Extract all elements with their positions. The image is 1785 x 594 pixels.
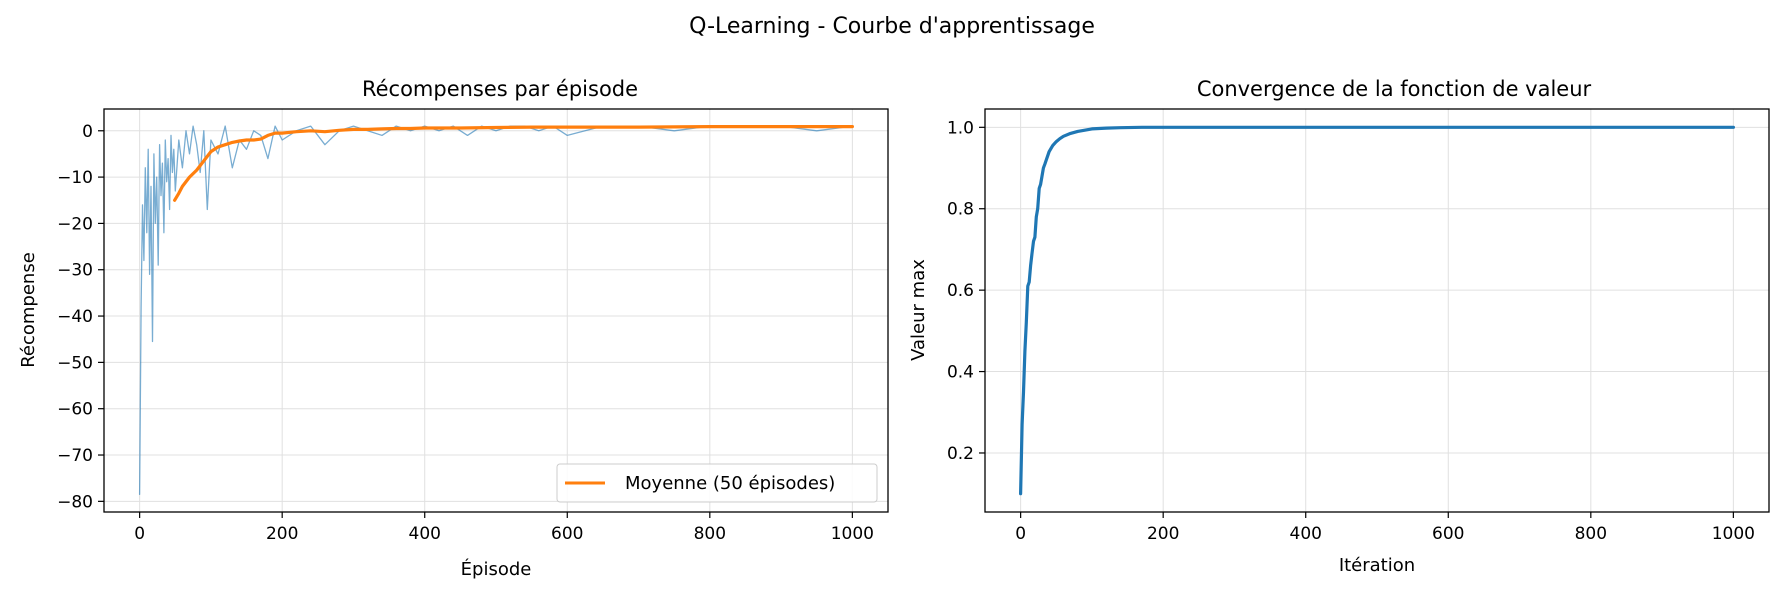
- rewards-plot-area: [138, 124, 855, 496]
- rewards-ytick-label: −30: [57, 261, 93, 281]
- rewards-ytick-label: −70: [57, 446, 93, 466]
- value-ytick-label: 0.6: [947, 281, 974, 301]
- legend-label-mean: Moyenne (50 épisodes): [625, 473, 835, 494]
- value-ytick-label: 0.4: [947, 363, 974, 383]
- rewards-y-axis-label: Récompense: [18, 252, 39, 368]
- rewards-ytick-label: −20: [57, 214, 93, 234]
- rewards-ytick-label: −10: [57, 168, 93, 188]
- value-xtick-label: 1000: [1712, 524, 1755, 544]
- value-series-value-line: [1018, 125, 1736, 496]
- rewards-xtick-label: 1000: [831, 524, 874, 544]
- value-xtick-label: 200: [1147, 524, 1179, 544]
- rewards-grid: [104, 109, 888, 512]
- rewards-x-axis-label: Épisode: [461, 558, 532, 580]
- rewards-ytick-label: 0: [82, 122, 93, 142]
- rewards-series-raw-line: [138, 125, 854, 496]
- value-xtick-label: 600: [1432, 524, 1464, 544]
- value-x-axis-label: Itération: [1339, 555, 1415, 576]
- rewards-series-mean-line: [173, 124, 855, 202]
- value-panel-title: Convergence de la fonction de valeur: [1197, 77, 1592, 101]
- rewards-ticks: 0 200 400 600 800 1000 0 −10 −20 −30 −40 −50 −60 −70 −…: [57, 122, 874, 544]
- value-axes-frame: [984, 108, 1770, 513]
- value-panel: Convergence de la fonction de valeur 0 20…: [908, 77, 1770, 576]
- rewards-xtick-label: 600: [551, 524, 583, 544]
- rewards-ytick-label: −60: [57, 400, 93, 420]
- rewards-xtick-label: 800: [694, 524, 726, 544]
- rewards-xtick-label: 200: [266, 524, 298, 544]
- rewards-xtick-label: 400: [409, 524, 441, 544]
- rewards-panel: Récompenses par épisode 0 200 400 600 800 100…: [18, 77, 889, 580]
- value-ytick-label: 1.0: [947, 118, 974, 138]
- rewards-axes-frame: [103, 108, 889, 513]
- value-xtick-label: 0: [1015, 524, 1026, 544]
- rewards-panel-title: Récompenses par épisode: [362, 77, 638, 101]
- rewards-xtick-label: 0: [134, 524, 145, 544]
- value-grid: [985, 109, 1769, 512]
- value-y-axis-label: Valeur max: [908, 259, 929, 361]
- value-ytick-label: 0.2: [947, 444, 974, 464]
- figure-title: Q-Learning - Courbe d'apprentissage: [689, 14, 1095, 39]
- rewards-ytick-label: −40: [57, 307, 93, 327]
- value-xtick-label: 400: [1290, 524, 1322, 544]
- value-plot-area: [1018, 125, 1736, 496]
- value-xtick-label: 800: [1575, 524, 1607, 544]
- value-ytick-label: 0.8: [947, 200, 974, 220]
- rewards-ytick-label: −50: [57, 353, 93, 373]
- value-ticks: 0 200 400 600 800 1000 0.2 0.4 0.6 0.8 1.0: [947, 118, 1755, 544]
- rewards-ytick-label: −80: [57, 492, 93, 512]
- rewards-legend: Moyenne (50 épisodes): [556, 463, 878, 503]
- legend-box: [556, 463, 878, 503]
